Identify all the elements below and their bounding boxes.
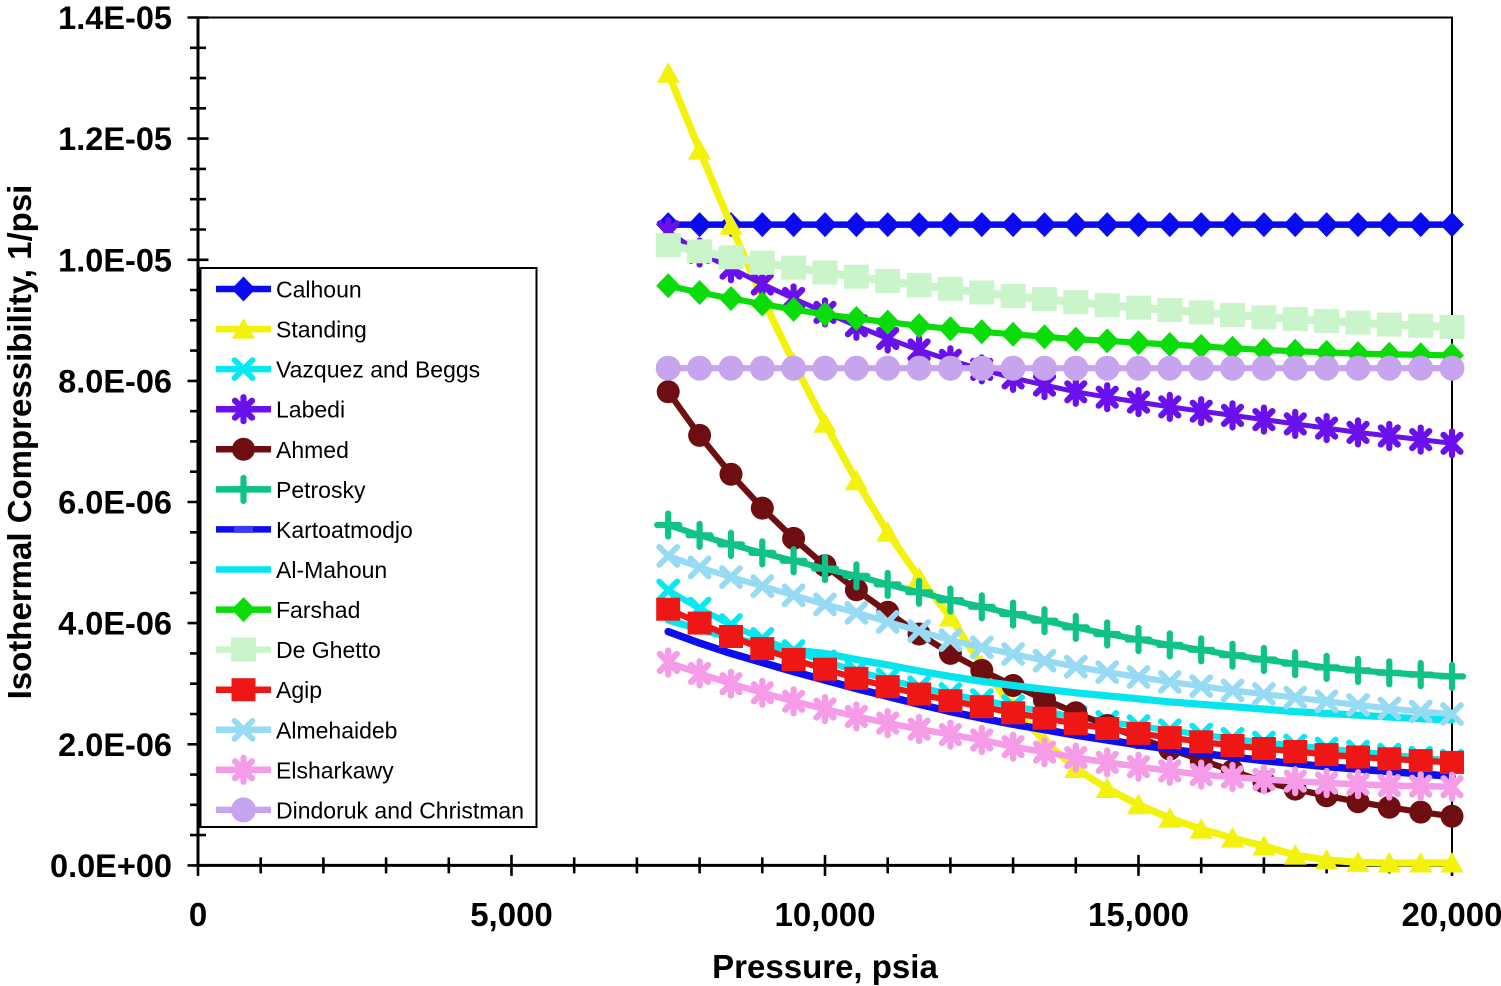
svg-text:Calhoun: Calhoun xyxy=(276,277,362,303)
svg-text:Vazquez and Beggs: Vazquez and Beggs xyxy=(276,357,480,383)
svg-text:Pressure, psia: Pressure, psia xyxy=(712,948,938,985)
svg-text:20,000: 20,000 xyxy=(1402,896,1501,933)
svg-text:1.2E-05: 1.2E-05 xyxy=(58,121,172,157)
svg-text:Farshad: Farshad xyxy=(276,597,360,623)
svg-text:6.0E-06: 6.0E-06 xyxy=(58,485,172,521)
svg-text:Dindoruk and Christman: Dindoruk and Christman xyxy=(276,797,524,823)
svg-text:Kartoatmodjo: Kartoatmodjo xyxy=(276,517,413,543)
svg-text:10,000: 10,000 xyxy=(775,896,876,933)
svg-text:Almehaideb: Almehaideb xyxy=(276,717,397,743)
svg-text:Al-Mahoun: Al-Mahoun xyxy=(276,557,387,583)
svg-text:Petrosky: Petrosky xyxy=(276,477,366,503)
svg-text:5,000: 5,000 xyxy=(470,896,553,933)
svg-text:1.4E-05: 1.4E-05 xyxy=(58,0,172,36)
svg-text:0.0E+00: 0.0E+00 xyxy=(50,848,172,884)
svg-text:Ahmed: Ahmed xyxy=(276,437,349,463)
svg-text:Agip: Agip xyxy=(276,677,322,703)
svg-text:De Ghetto: De Ghetto xyxy=(276,637,381,663)
svg-text:Standing: Standing xyxy=(276,317,367,343)
svg-text:15,000: 15,000 xyxy=(1088,896,1189,933)
svg-text:2.0E-06: 2.0E-06 xyxy=(58,727,172,763)
svg-text:0: 0 xyxy=(189,896,207,933)
svg-text:Elsharkawy: Elsharkawy xyxy=(276,757,394,783)
svg-text:8.0E-06: 8.0E-06 xyxy=(58,363,172,399)
svg-text:1.0E-05: 1.0E-05 xyxy=(58,242,172,278)
svg-text:Isothermal Compressibility, 1/: Isothermal Compressibility, 1/psi xyxy=(1,185,38,700)
svg-text:Labedi: Labedi xyxy=(276,397,345,423)
svg-text:4.0E-06: 4.0E-06 xyxy=(58,606,172,642)
